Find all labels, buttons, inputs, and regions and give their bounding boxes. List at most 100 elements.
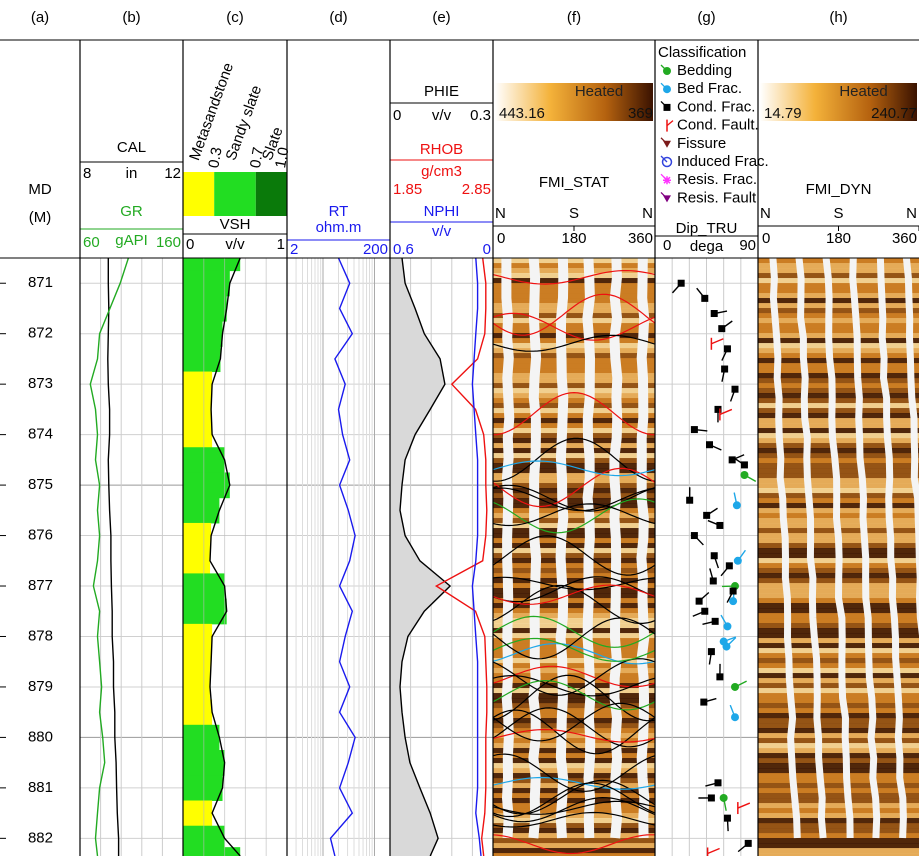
curve xyxy=(108,258,119,856)
legend-tail xyxy=(661,174,667,180)
scale-right: 0.3 xyxy=(470,107,491,124)
image-band xyxy=(493,418,655,424)
marker-shape xyxy=(706,441,713,448)
lithology-fill xyxy=(183,599,227,625)
image-band xyxy=(758,838,919,844)
image-band xyxy=(493,668,655,674)
image-band xyxy=(493,773,655,779)
image-band xyxy=(493,523,655,529)
tadpole xyxy=(691,426,707,433)
tadpole xyxy=(703,618,719,625)
image-band xyxy=(493,738,655,744)
marker-shape xyxy=(731,713,739,721)
tadpole xyxy=(724,815,731,831)
scale-right: 12 xyxy=(164,165,181,182)
image-band xyxy=(493,558,655,564)
legend-label: Fissure xyxy=(677,135,726,152)
curve-unit: v/v xyxy=(225,236,245,253)
image-band xyxy=(493,828,655,834)
curve-name: RHOB xyxy=(420,141,463,158)
colorbar-max: 369 xyxy=(628,105,653,122)
image-title: FMI_DYN xyxy=(806,181,872,198)
azimuth-label: N xyxy=(760,205,771,222)
curve-name: PHIE xyxy=(424,83,459,100)
image-band xyxy=(758,353,919,359)
legend-title: Classification xyxy=(658,44,746,61)
image-band xyxy=(493,723,655,729)
image-band xyxy=(758,318,919,324)
x-tick-label: 180 xyxy=(561,230,586,247)
legend-item: Resis. Fault xyxy=(661,189,757,206)
image-band xyxy=(493,323,655,329)
scale-right: 2.85 xyxy=(462,181,491,198)
class-swatch xyxy=(214,172,256,216)
marker-shape xyxy=(740,471,748,479)
tadpole xyxy=(711,310,727,317)
image-band xyxy=(493,308,655,314)
lithology-fill xyxy=(183,321,223,347)
image-band xyxy=(758,308,919,314)
lithology-fill xyxy=(183,725,219,751)
tadpole xyxy=(731,681,747,691)
curve-unit: g/cm3 xyxy=(421,163,462,180)
pad-gap xyxy=(587,258,590,838)
image-band xyxy=(493,753,655,759)
lithology-fill xyxy=(183,472,230,498)
image-band xyxy=(758,323,919,329)
image-band xyxy=(493,553,655,559)
image-band xyxy=(758,388,919,394)
lithology-fill xyxy=(183,258,240,271)
image-band xyxy=(493,448,655,454)
pad-gap xyxy=(506,258,509,838)
curve-unit: in xyxy=(126,165,138,182)
image-band xyxy=(493,548,655,554)
panel-label: (b) xyxy=(122,9,140,26)
x-tick-label: 0 xyxy=(762,230,770,247)
image-band xyxy=(493,823,655,829)
image-band xyxy=(493,623,655,629)
image-band xyxy=(493,538,655,544)
marker-shape xyxy=(724,815,731,822)
image-band xyxy=(493,443,655,449)
image-band xyxy=(493,273,655,279)
scale-right: 90 xyxy=(739,237,756,254)
image-band xyxy=(493,653,655,659)
tadpole-tail xyxy=(708,848,720,853)
image-band xyxy=(493,593,655,599)
marker-shape xyxy=(723,643,731,651)
tadpole xyxy=(721,562,733,576)
legend-label: Bedding xyxy=(677,62,732,79)
image-band xyxy=(758,368,919,374)
curve-fill xyxy=(390,258,450,856)
image-band xyxy=(758,718,919,724)
lithology-fill xyxy=(183,548,210,574)
y-tick-label: 872 xyxy=(28,325,53,342)
image-band xyxy=(493,353,655,359)
image-band xyxy=(758,313,919,319)
image-band xyxy=(758,778,919,784)
image-band xyxy=(493,433,655,439)
y-tick-label: 874 xyxy=(28,426,53,443)
image-band xyxy=(758,338,919,344)
tadpole xyxy=(703,508,717,519)
marker-shape xyxy=(712,618,719,625)
image-band xyxy=(493,288,655,294)
image-band xyxy=(758,723,919,729)
depth-title: MD xyxy=(28,181,51,198)
marker-shape xyxy=(708,794,715,801)
image-band xyxy=(758,818,919,824)
image-band xyxy=(493,703,655,709)
azimuth-label: S xyxy=(569,205,579,222)
marker-shape xyxy=(701,608,708,615)
image-band xyxy=(758,383,919,389)
image-band xyxy=(758,813,919,819)
image-band xyxy=(758,728,919,734)
marker-shape xyxy=(726,562,733,569)
legend-item: Resis. Frac. xyxy=(661,171,757,188)
image-band xyxy=(493,708,655,714)
y-tick-label: 871 xyxy=(28,274,53,291)
image-band xyxy=(493,283,655,289)
y-tick-label: 876 xyxy=(28,527,53,544)
marker-shape xyxy=(678,280,685,287)
